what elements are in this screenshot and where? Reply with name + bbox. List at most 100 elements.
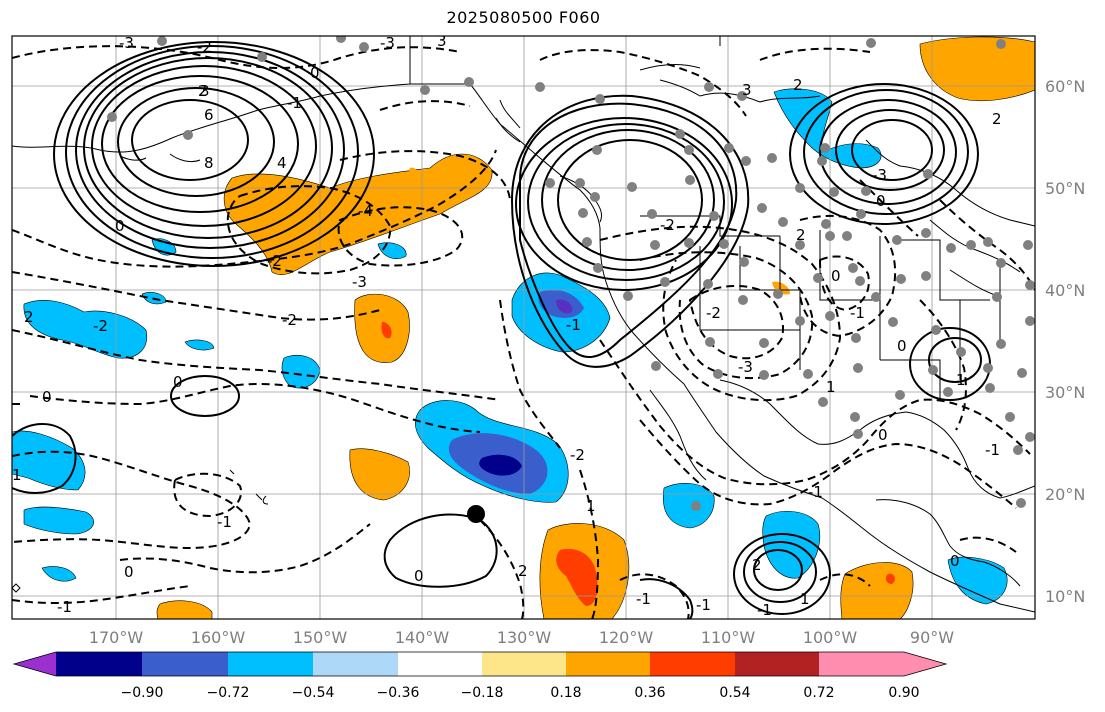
colorbar-tick: 0.36 [634, 685, 665, 701]
colorbar-swatch [142, 652, 228, 676]
contour-label: -3 [872, 166, 887, 184]
colorbar-tick: 0.90 [888, 685, 919, 701]
colorbar-tick: −0.54 [292, 685, 335, 701]
contour-label: 4 [277, 154, 287, 172]
lon-label: 120°W [599, 628, 654, 647]
lon-label: 160°W [191, 628, 246, 647]
colorbar-tick: −0.90 [121, 685, 164, 701]
lat-label: 30°N [1045, 383, 1085, 402]
contour-label: -3 [380, 34, 395, 52]
contour-label: 2 [992, 110, 1002, 128]
contour-label: -4 [358, 202, 373, 220]
contour-label: 1 [12, 466, 22, 484]
contour-label: 1 [800, 590, 810, 608]
lat-label: 20°N [1045, 485, 1085, 504]
storm-center-marker [467, 505, 485, 523]
colorbar-swatch [228, 652, 313, 676]
contour-label: -1 [696, 596, 711, 614]
lon-label: 100°W [803, 628, 858, 647]
colorbar-tick: −0.18 [461, 685, 504, 701]
positive-anomaly-shading [156, 36, 1035, 619]
contour-label: -1 [808, 483, 823, 501]
contour-label: 1 [826, 378, 836, 396]
positive-contours [12, 41, 991, 619]
contour-label: 2 [518, 562, 528, 580]
contour-label: 0 [897, 337, 907, 355]
contour-label: -1 [217, 513, 232, 531]
colorbar-min-extend [14, 652, 56, 676]
contour-label: 0 [876, 192, 886, 210]
contour-label: 2 [752, 556, 762, 574]
colorbar: −0.90 −0.72 −0.54 −0.36 −0.18 0.18 0.36 … [12, 651, 948, 701]
colorbar-swatch [566, 652, 650, 676]
contour-label: -3 [119, 34, 134, 52]
contour-label: 0 [878, 426, 888, 444]
contour-label: -2 [570, 446, 585, 464]
contour-label: 3 [200, 82, 210, 100]
contour-label: -1 [566, 316, 581, 334]
contour-label: -3 [352, 273, 367, 291]
colorbar-swatch [56, 652, 142, 676]
contour-label: -1 [757, 601, 772, 619]
contour-label: 1 [586, 497, 596, 515]
contour-label: 1 [956, 371, 966, 389]
contour-label: -1 [985, 441, 1000, 459]
colorbar-tick: −0.72 [207, 685, 250, 701]
contour-label: 0 [414, 567, 424, 585]
contour-label: 6 [204, 106, 214, 124]
contour-label: 2 [796, 226, 806, 244]
contour-label: -2 [660, 216, 675, 234]
contour-label: 0 [950, 552, 960, 570]
lon-label: 90°W [910, 628, 954, 647]
lat-label: 10°N [1045, 587, 1085, 606]
contour-label: 0 [124, 563, 134, 581]
contour-label: 0 [310, 64, 320, 82]
colorbar-swatch [482, 652, 566, 676]
longitude-axis: 170°W 160°W 150°W 140°W 130°W 120°W 110°… [89, 628, 954, 647]
colorbar-tick: 0.72 [803, 685, 834, 701]
contour-label: -2 [282, 311, 297, 329]
lon-label: 170°W [89, 628, 144, 647]
contour-label: 0 [831, 267, 841, 285]
map-frame [11, 35, 1036, 620]
contour-labels: -3 -2 -1 0 0 2 3 4 6 8 -4 -3 -2 -3 -2 -1… [12, 32, 1002, 619]
contour-label: 2 [793, 76, 803, 94]
lon-label: 150°W [293, 628, 348, 647]
contour-label: -1 [287, 94, 302, 112]
negative-contours [12, 45, 1035, 619]
contour-label: -2 [267, 252, 282, 270]
colorbar-swatch [819, 652, 904, 676]
contour-label: -1 [636, 590, 651, 608]
colorbar-swatch [650, 652, 735, 676]
contour-label: 2 [24, 308, 34, 326]
contour-label: 0 [115, 217, 125, 235]
lon-label: 140°W [395, 628, 450, 647]
contour-label: 3 [742, 81, 752, 99]
lon-label: 110°W [701, 628, 756, 647]
colorbar-tick: 0.54 [719, 685, 750, 701]
colorbar-tick: 0.18 [550, 685, 581, 701]
colorbar-swatch [313, 652, 398, 676]
lat-label: 40°N [1045, 281, 1085, 300]
contour-label: -2 [706, 304, 721, 322]
colorbar-tick: −0.36 [377, 685, 420, 701]
colorbar-max-extend [904, 652, 946, 676]
contour-label: -1 [57, 598, 72, 616]
plot-title: 2025080500 F060 [446, 8, 601, 27]
latitude-axis: 60°N 50°N 40°N 30°N 20°N 10°N [1045, 77, 1085, 606]
contour-label: -2 [93, 317, 108, 335]
contour-label: -3 [738, 358, 753, 376]
contour-label: -1 [850, 304, 865, 322]
contour-label: 8 [204, 154, 214, 172]
colorbar-swatch [735, 652, 819, 676]
lat-label: 50°N [1045, 179, 1085, 198]
contour-label: 3 [437, 32, 447, 50]
negative-anomaly-shading [12, 88, 1008, 605]
contour-label: 0 [42, 388, 52, 406]
station-dots [107, 36, 1035, 511]
lat-label: 60°N [1045, 77, 1085, 96]
contour-label: -2 [197, 38, 212, 56]
lon-label: 130°W [497, 628, 552, 647]
contour-label: 2 [198, 82, 208, 100]
